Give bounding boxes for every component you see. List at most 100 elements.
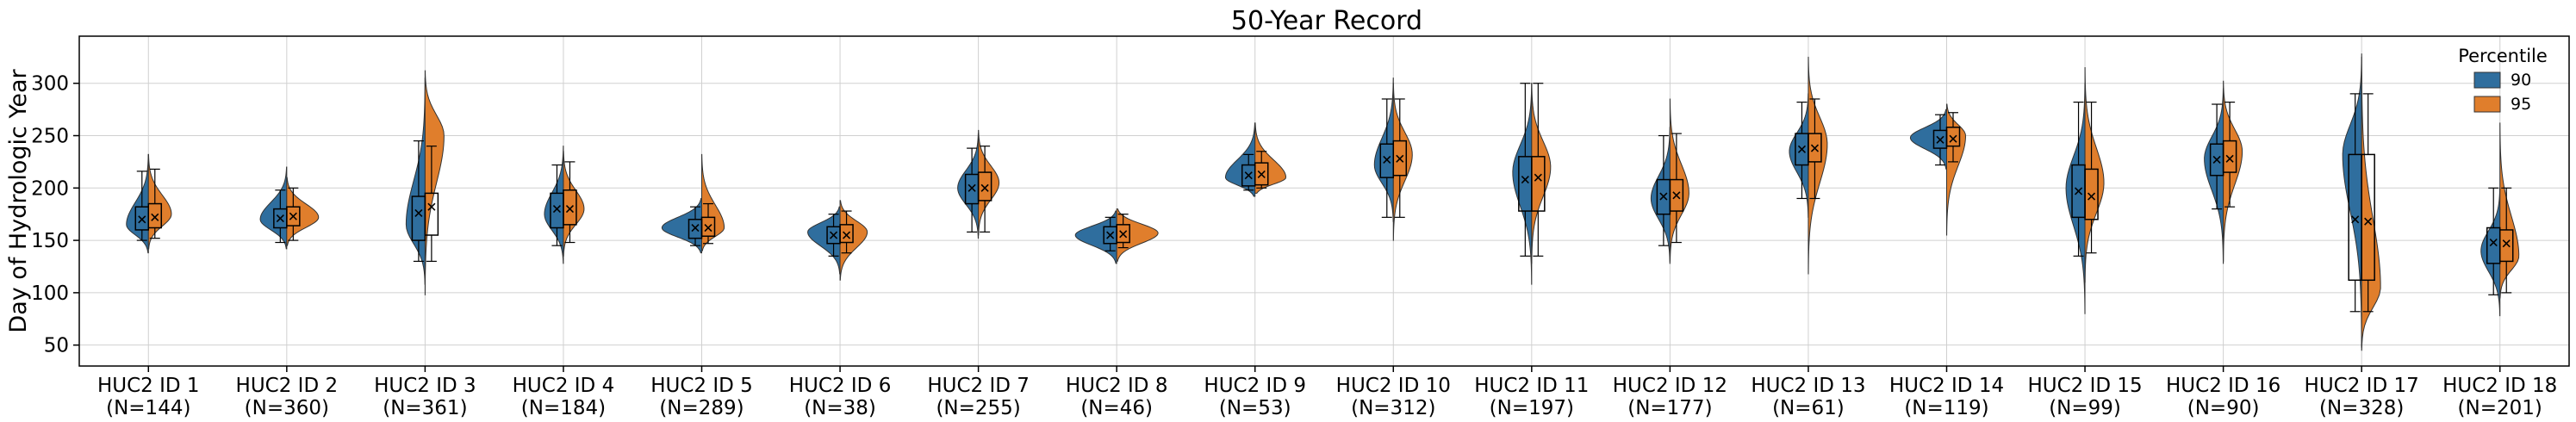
legend-title: Percentile (2458, 46, 2548, 66)
violin-half-95-17 (2361, 53, 2381, 351)
box-90-2 (273, 189, 288, 244)
violin-half-90-10 (1373, 78, 1394, 222)
y-tick-label: 100 (31, 282, 69, 305)
violin-half-90-4 (544, 146, 564, 264)
box-90-10 (1379, 98, 1395, 218)
mean-marker (1534, 173, 1542, 182)
box-95-3 (424, 146, 439, 263)
x-tick-count: (N=197) (1490, 397, 1574, 419)
violin-half-90-5 (661, 197, 702, 254)
violin-half-95-7 (978, 129, 1000, 236)
iqr-box (1392, 140, 1408, 177)
x-tick-label: HUC2 ID 3 (374, 375, 476, 397)
box-95-6 (839, 210, 854, 254)
x-tick-count: (N=361) (383, 397, 467, 419)
mean-marker (1106, 231, 1115, 239)
mean-marker (968, 183, 976, 192)
violin-half-95-1 (147, 153, 172, 250)
violin-half-95-9 (1254, 122, 1287, 194)
x-tick-label: HUC2 ID 12 (1613, 375, 1727, 397)
box-95-17 (2361, 93, 2375, 313)
box-95-5 (700, 202, 716, 245)
mean-marker (2351, 215, 2360, 224)
violin-half-90-17 (2342, 56, 2362, 348)
x-tick-label: HUC2 ID 6 (789, 375, 892, 397)
mean-marker (829, 231, 838, 239)
box-95-15 (2084, 101, 2099, 254)
x-tick-count: (N=360) (245, 397, 329, 419)
x-tick-count: (N=99) (2049, 397, 2121, 419)
box-95-11 (1531, 83, 1546, 257)
violin-half-90-12 (1650, 127, 1671, 264)
mean-marker (151, 213, 159, 221)
iqr-box (147, 202, 163, 229)
box-95-13 (1808, 98, 1822, 200)
mean-marker (2087, 192, 2096, 201)
x-tick-label: HUC2 ID 14 (1889, 375, 2004, 397)
x-tick-label: HUC2 ID 1 (97, 375, 200, 397)
violin-half-95-14 (1946, 103, 1966, 236)
box-95-4 (563, 161, 577, 244)
x-tick-count: (N=201) (2458, 397, 2542, 419)
x-tick-count: (N=46) (1080, 397, 1153, 419)
mean-marker (1396, 154, 1404, 163)
box-95-10 (1392, 98, 1408, 218)
mean-marker (427, 202, 436, 211)
mean-marker (1257, 170, 1266, 179)
mean-marker (1810, 144, 1820, 152)
legend-swatch-95 (2473, 96, 2501, 113)
box-90-16 (2209, 103, 2224, 210)
x-tick-label: HUC2 ID 7 (927, 375, 1030, 397)
x-tick-count: (N=328) (2319, 397, 2404, 419)
x-tick-label: HUC2 ID 13 (1751, 375, 1865, 397)
mean-marker (1936, 135, 1944, 144)
violin-half-95-4 (563, 151, 585, 257)
legend-label-90: 90 (2511, 71, 2531, 90)
x-tick-label: HUC2 ID 15 (2027, 375, 2142, 397)
violin-half-95-6 (839, 200, 868, 281)
iqr-box (2084, 168, 2099, 220)
violin-half-90-15 (2065, 83, 2086, 314)
x-tick-count: (N=53) (1219, 397, 1291, 419)
mean-marker (565, 205, 575, 214)
mean-marker (289, 212, 297, 220)
iqr-box (1254, 162, 1269, 186)
x-tick-count: (N=255) (936, 397, 1020, 419)
mean-marker (1672, 191, 1681, 200)
mean-marker (552, 205, 562, 214)
x-tick-count: (N=38) (804, 397, 876, 419)
y-tick-label: 50 (44, 335, 69, 357)
violin-half-90-11 (1512, 83, 1533, 285)
mean-marker (1659, 192, 1668, 201)
iqr-box (977, 171, 992, 202)
iqr-box (700, 216, 716, 237)
mean-marker (138, 215, 146, 224)
box-95-7 (977, 146, 992, 233)
box-95-12 (1669, 133, 1684, 244)
box-90-13 (1795, 101, 1809, 200)
mean-marker (2489, 238, 2498, 247)
x-tick-label: HUC2 ID 8 (1066, 375, 1168, 397)
mean-marker (980, 183, 989, 192)
iqr-box (424, 192, 439, 236)
iqr-box (1669, 178, 1684, 212)
violin-half-90-3 (405, 78, 426, 285)
x-tick-count: (N=90) (2187, 397, 2260, 419)
x-tick-label: HUC2 ID 10 (1336, 375, 1451, 397)
violin-half-90-7 (957, 133, 980, 239)
mean-marker (2364, 217, 2373, 226)
mean-marker (2074, 187, 2083, 195)
mean-marker (2502, 239, 2511, 248)
violin-half-90-14 (1909, 109, 1947, 170)
iqr-box (2361, 153, 2375, 282)
mean-marker (842, 231, 851, 239)
x-tick-label: HUC2 ID 16 (2166, 375, 2280, 397)
y-tick-label: 150 (31, 230, 69, 252)
box-95-14 (1945, 112, 1961, 163)
mean-marker (691, 223, 700, 233)
x-tick-label: HUC2 ID 11 (1474, 375, 1589, 397)
box-90-5 (688, 206, 703, 246)
iqr-box (2498, 229, 2514, 263)
violin-half-95-16 (2223, 80, 2243, 262)
